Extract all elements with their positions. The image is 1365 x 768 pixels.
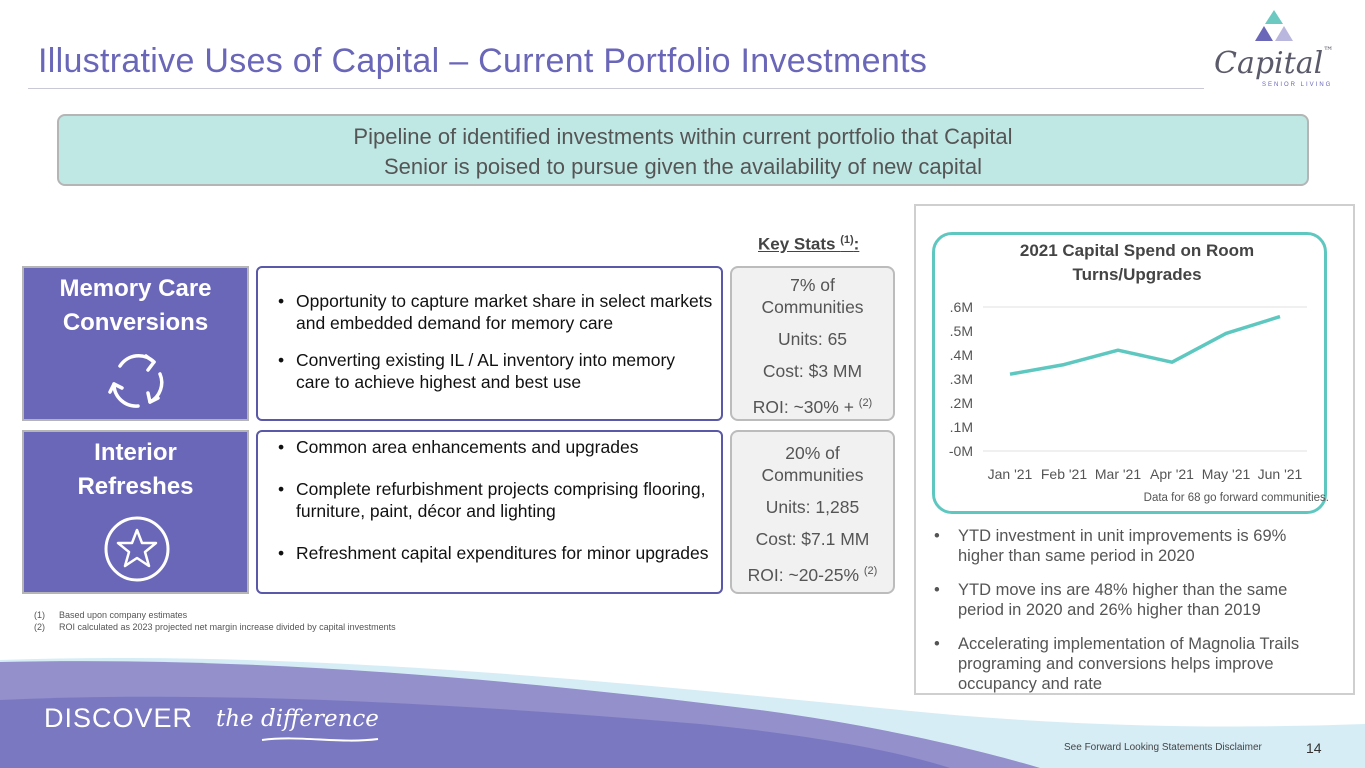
company-logo: Capital™ SENIOR LIVING <box>1206 6 1341 92</box>
y-tick-label: .1M <box>950 419 973 435</box>
panel-bullet-2: YTD move ins are 48% higher than the sam… <box>934 580 1334 620</box>
footer-wave <box>0 658 1365 768</box>
interior-refreshes-description: Common area enhancements and upgrades Co… <box>256 430 723 594</box>
interior-bullet-3: Refreshment capital expenditures for min… <box>276 542 713 564</box>
tagline: the difference <box>216 706 379 732</box>
logo-triangles-icon <box>1255 10 1293 41</box>
refresh-cycle-icon <box>108 353 164 408</box>
footnotes: (1) Based upon company estimates (2) ROI c… <box>34 609 396 633</box>
y-tick-label: .6M <box>950 299 973 315</box>
panel-bullet-3: Accelerating implementation of Magnolia … <box>934 634 1334 694</box>
x-tick-label: Mar '21 <box>1095 466 1141 482</box>
memory-care-description: Opportunity to capture market share in s… <box>256 266 723 421</box>
interior-refreshes-key-stats: 20% of Communities Units: 1,285 Cost: $7… <box>730 430 895 594</box>
category-memory-care-conversions: Memory Care Conversions <box>22 266 249 421</box>
memory-care-bullet-2: Converting existing IL / AL inventory in… <box>276 349 713 393</box>
interior-bullet-2: Complete refurbishment projects comprisi… <box>276 478 713 522</box>
stat-communities-line-2: Communities <box>761 297 864 317</box>
stat-units: Units: 65 <box>777 329 848 349</box>
chart-note: Data for 68 go forward communities. <box>1143 492 1329 504</box>
x-tick-label: Jan '21 <box>988 466 1033 482</box>
stat-cost: Cost: $3 MM <box>762 361 863 381</box>
footnote-2: (2) ROI calculated as 2023 projected net … <box>34 622 396 632</box>
capital-spend-line-chart: -0M .1M .2M .3M .4M .5M .6M Jan '21 Feb '21 Mar … <box>949 299 1307 482</box>
slide-title: Illustrative Uses of Capital – Current P… <box>38 42 928 80</box>
stat-units: Units: 1,285 <box>765 497 860 517</box>
logo-subtitle: SENIOR LIVING <box>1262 82 1333 88</box>
x-tick-label: Jun '21 <box>1258 466 1303 482</box>
memory-care-key-stats: 7% of Communities Units: 65 Cost: $3 MM … <box>730 266 895 421</box>
pipeline-banner: Pipeline of identified investments withi… <box>57 114 1309 186</box>
title-divider <box>28 88 1204 89</box>
interior-bullet-1: Common area enhancements and upgrades <box>276 436 713 458</box>
y-tick-label: .2M <box>950 395 973 411</box>
page-number: 14 <box>1306 740 1322 756</box>
star-circle-icon <box>104 516 170 582</box>
category-name-line-2: Conversions <box>62 309 209 336</box>
x-tick-label: Apr '21 <box>1150 466 1194 482</box>
chart-title: 2021 Capital Spend on Room Turns/Upgrade… <box>1019 239 1255 287</box>
category-interior-refreshes: Interior Refreshes <box>22 430 249 594</box>
forward-looking-disclaimer: See Forward Looking Statements Disclaime… <box>1064 742 1262 753</box>
panel-bullet-1: YTD investment in unit improvements is 6… <box>934 526 1334 566</box>
y-tick-label: -0M <box>949 443 973 459</box>
stat-roi: ROI: ~30% + (2) <box>752 396 873 417</box>
x-tick-label: Feb '21 <box>1041 466 1087 482</box>
footnote-1: (1) Based upon company estimates <box>34 610 188 620</box>
panel-bullets: YTD investment in unit improvements is 6… <box>934 526 1334 708</box>
series-line-capital-spend <box>1009 314 1281 376</box>
logo-wordmark: Capital™ <box>1214 46 1334 81</box>
y-tick-label: .5M <box>950 323 973 339</box>
key-stats-heading: Key Stats (1): <box>758 234 860 254</box>
stat-communities-line-2: Communities <box>761 465 864 485</box>
y-tick-label: .4M <box>950 347 973 363</box>
chart-frame: -0M .1M .2M .3M .4M .5M .6M Jan '21 Feb '21 Mar … <box>932 232 1327 514</box>
discover-wordmark: DISCOVER <box>44 703 194 733</box>
stat-roi: ROI: ~20-25% (2) <box>747 564 878 585</box>
x-tick-label: May '21 <box>1202 466 1251 482</box>
category-name-line-1: Memory Care <box>59 275 212 302</box>
memory-care-bullet-1: Opportunity to capture market share in s… <box>276 290 713 334</box>
banner-line-1: Pipeline of identified investments withi… <box>353 124 1013 149</box>
banner-line-2: Senior is poised to pursue given the ava… <box>383 154 983 179</box>
category-name-line-1: Interior <box>94 439 177 466</box>
stat-cost: Cost: $7.1 MM <box>755 529 870 549</box>
stat-communities-line-1: 20% of <box>785 443 840 463</box>
stat-communities-line-1: 7% of <box>790 275 835 295</box>
y-tick-label: .3M <box>950 371 973 387</box>
category-name-line-2: Refreshes <box>77 473 194 500</box>
capital-spend-panel: -0M .1M .2M .3M .4M .5M .6M Jan '21 Feb '21 Mar … <box>914 204 1355 695</box>
